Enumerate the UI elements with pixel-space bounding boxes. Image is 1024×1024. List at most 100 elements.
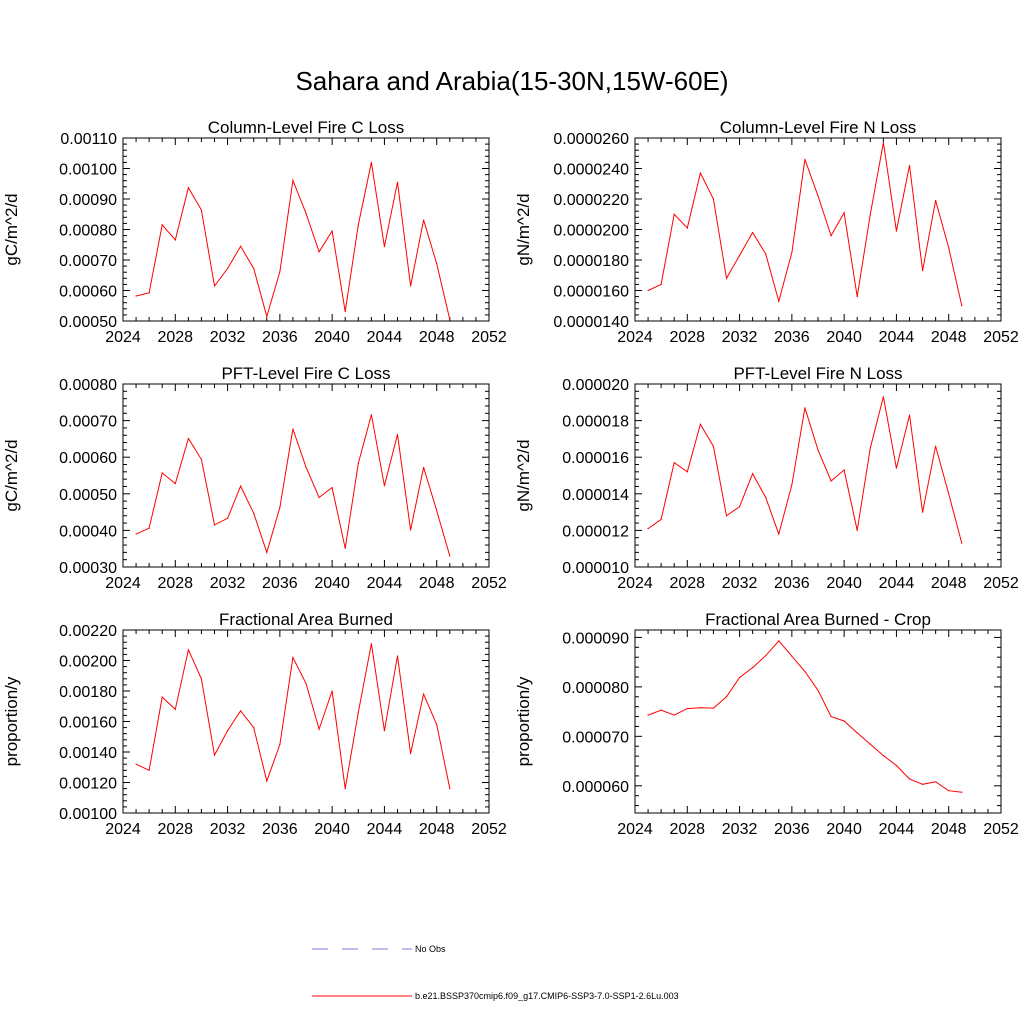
y-tick-label: 0.0000200: [553, 223, 629, 240]
data-point: [712, 198, 715, 200]
y-tick-label: 0.000018: [562, 414, 629, 431]
x-tick-label: 2048: [419, 329, 455, 346]
data-point: [869, 213, 871, 215]
x-tick-label: 2036: [774, 329, 810, 346]
data-point: [738, 676, 741, 679]
series-line: [647, 640, 962, 793]
data-point: [686, 708, 688, 710]
data-point: [686, 471, 688, 473]
data-point: [331, 690, 333, 692]
x-tick-label: 2044: [879, 821, 915, 838]
data-point: [830, 235, 832, 237]
x-tick-label: 2032: [722, 575, 758, 592]
y-tick-label: 0.00080: [59, 223, 117, 240]
data-point: [240, 245, 242, 247]
data-point: [436, 510, 438, 512]
data-point: [752, 473, 754, 475]
y-tick-label: 0.00050: [59, 314, 117, 331]
data-point: [187, 649, 189, 651]
data-point: [423, 466, 425, 469]
data-point: [240, 710, 242, 712]
data-point: [882, 396, 884, 398]
data-point: [921, 270, 924, 272]
x-tick-label: 2028: [669, 821, 705, 838]
y-axis-label: proportion/y: [514, 676, 533, 766]
y-axis-label: gC/m^2/d: [2, 439, 21, 511]
data-point: [213, 285, 216, 287]
data-point: [240, 485, 242, 487]
data-point: [174, 708, 176, 710]
y-tick-label: 0.00060: [59, 284, 117, 301]
y-tick-label: 0.000090: [562, 630, 629, 647]
series-line: [135, 414, 451, 557]
plot-frame: [634, 629, 1002, 814]
data-point: [725, 277, 728, 279]
data-point: [396, 433, 399, 436]
data-point: [778, 300, 780, 302]
y-tick-label: 0.000016: [562, 450, 629, 467]
x-tick-label: 2032: [210, 821, 246, 838]
data-point: [253, 727, 255, 729]
data-point: [856, 296, 858, 298]
y-tick-label: 0.00180: [59, 684, 117, 701]
data-point: [660, 283, 662, 285]
data-point: [331, 230, 333, 232]
data-point: [344, 547, 346, 549]
data-point: [409, 285, 412, 287]
data-point: [921, 511, 924, 513]
data-point: [423, 693, 425, 695]
data-point: [383, 245, 386, 248]
x-tick-label: 2048: [419, 575, 455, 592]
x-tick-label: 2024: [105, 575, 141, 592]
data-point: [738, 506, 741, 508]
data-point: [856, 732, 858, 734]
legend-no-obs-label: No Obs: [415, 944, 446, 954]
y-tick-label: 0.000020: [562, 377, 629, 394]
data-point: [331, 486, 333, 489]
data-point: [266, 315, 268, 318]
data-point: [396, 655, 399, 657]
y-tick-label: 0.0000160: [553, 284, 629, 301]
y-tick-label: 0.00220: [59, 623, 117, 640]
data-point: [804, 670, 806, 673]
data-point: [935, 199, 937, 202]
data-point: [436, 723, 438, 726]
y-tick-label: 0.0000240: [553, 162, 629, 179]
x-tick-label: 2028: [669, 575, 705, 592]
data-point: [673, 213, 675, 215]
data-point: [357, 711, 359, 713]
y-tick-label: 0.00100: [59, 806, 117, 823]
data-point: [856, 529, 858, 532]
y-tick-label: 0.00040: [59, 523, 117, 540]
data-point: [226, 517, 229, 519]
x-tick-label: 2036: [262, 329, 298, 346]
x-tick-label: 2024: [617, 329, 653, 346]
y-tick-label: 0.00060: [59, 450, 117, 467]
y-tick-label: 0.0000260: [553, 131, 629, 148]
x-tick-label: 2028: [669, 329, 705, 346]
data-point: [174, 482, 176, 485]
data-point: [292, 179, 294, 181]
x-tick-label: 2044: [367, 329, 403, 346]
data-point: [791, 484, 793, 486]
data-point: [148, 527, 150, 529]
x-tick-label: 2032: [210, 329, 246, 346]
data-point: [161, 224, 163, 226]
data-point: [647, 714, 649, 716]
data-point: [279, 506, 281, 508]
panel-5: Fractional Area Burned proportion/y 2024 20…: [2, 610, 507, 838]
data-point: [712, 707, 715, 709]
series-line: [135, 643, 451, 789]
y-tick-label: 0.00100: [59, 162, 117, 179]
y-tick-label: 0.000012: [562, 523, 629, 540]
x-tick-label: 2028: [157, 821, 193, 838]
data-point: [948, 790, 950, 792]
x-tick-label: 2036: [774, 575, 810, 592]
data-point: [647, 289, 649, 292]
data-point: [869, 447, 871, 449]
data-point: [187, 437, 189, 440]
y-tick-label: 0.000014: [562, 487, 629, 504]
legend: No Obs b.e21.BSSP370cmip6.f09_g17.CMIP6-…: [312, 944, 679, 1001]
x-tick-label: 2048: [931, 329, 967, 346]
panels: Column-Level Fire C Loss gC/m^2/d 2024 2028…: [2, 118, 1019, 838]
